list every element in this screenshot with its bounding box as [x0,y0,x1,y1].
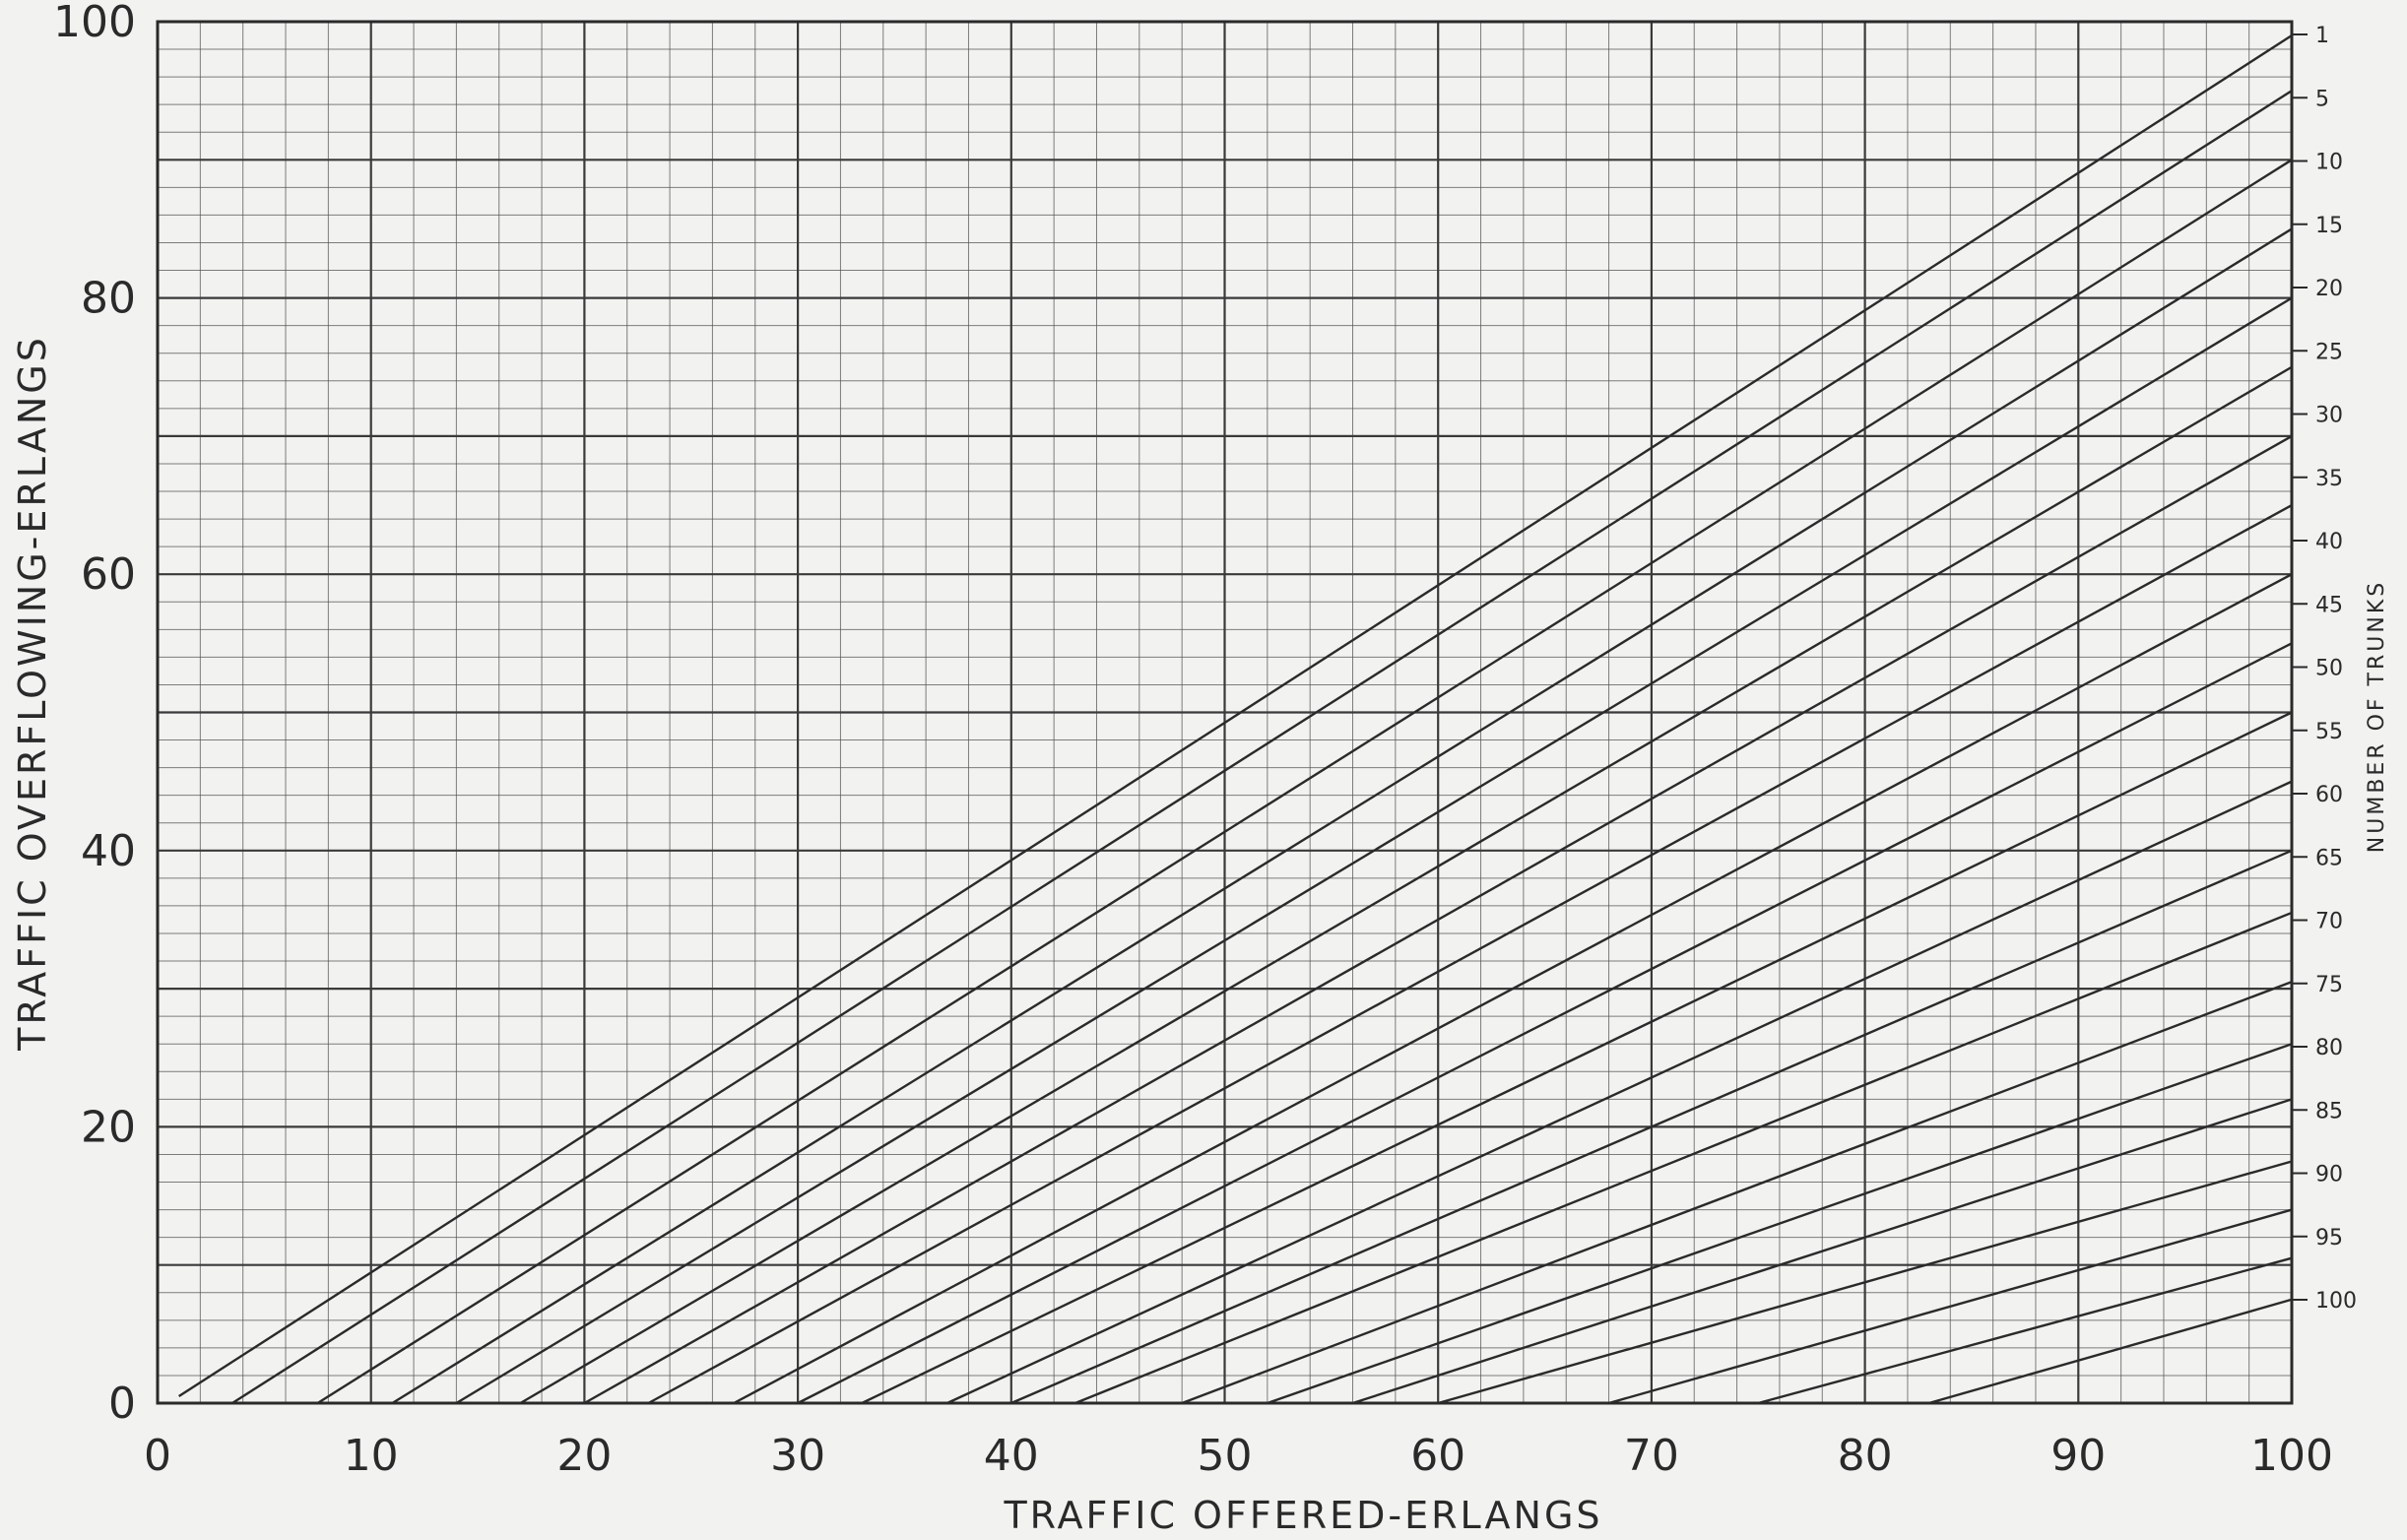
trunk-curve-30 [583,434,2293,1405]
trunk-tick-label: 85 [2315,1099,2343,1123]
trunk-tick-label: 25 [2315,340,2343,364]
trunk-curve-85 [1437,1160,2293,1405]
trunk-tick-label: 1 [2315,24,2329,48]
trunk-scale-label: NUMBER OF TRUNKS [2365,580,2389,853]
trunk-curve-20 [455,296,2293,1405]
trunk-scale-ticks: 1510152025303540455055606570758085909510… [2292,24,2357,1314]
trunk-tick-label: 40 [2315,530,2343,554]
x-tick-label: 70 [1624,1431,1679,1481]
trunk-tick-label: 45 [2315,593,2343,617]
trunk-tick-label: 80 [2315,1036,2343,1060]
x-axis-ticks: 0 10 20 30 40 50 60 70 80 90 100 [144,1431,2333,1481]
trunk-curve-70 [1181,980,2293,1405]
trunk-tick-label: 15 [2315,214,2343,238]
x-tick-label: 80 [1838,1431,1893,1481]
y-tick-label: 20 [81,1102,136,1152]
x-tick-label: 100 [2250,1431,2333,1481]
trunk-tick-label: 65 [2315,846,2343,870]
trunk-curve-60 [1010,849,2293,1405]
x-tick-label: 40 [984,1431,1039,1481]
y-tick-label: 60 [81,549,136,600]
x-tick-label: 50 [1198,1431,1253,1481]
trunk-tick-label: 70 [2315,910,2343,934]
trunk-curve-25 [519,365,2293,1405]
trunk-tick-label: 50 [2315,657,2343,681]
trunk-curve-80 [1352,1098,2293,1405]
trunk-curve-1 [178,34,2293,1397]
trunk-tick-label: 95 [2315,1226,2343,1251]
trunk-curve-10 [316,159,2293,1405]
trunk-curve-35 [647,503,2293,1405]
plot-frame [156,20,2294,1405]
trunk-tick-label: 60 [2315,783,2343,807]
trunk-tick-label: 35 [2315,467,2343,491]
trunk-curve-45 [797,642,2293,1405]
trunk-curve-15 [391,227,2293,1405]
trunk-curve-95 [1757,1256,2293,1405]
y-tick-label: 40 [81,826,136,876]
trunk-tick-label: 30 [2315,404,2343,428]
y-tick-label: 100 [53,0,136,47]
trunk-tick-label: 75 [2315,973,2343,997]
y-axis-ticks: 0 20 40 60 80 100 [53,0,136,1429]
y-tick-label: 80 [81,274,136,324]
x-tick-label: 10 [344,1431,399,1481]
trunk-tick-label: 10 [2315,151,2343,175]
trunk-tick-label: 100 [2315,1289,2357,1314]
x-axis-label: TRAFFIC OFFERED-ERLANGS [1003,1494,1602,1537]
trunk-tick-label: 55 [2315,720,2343,744]
trunk-curve-100 [1928,1298,2293,1405]
trunk-tick-label: 90 [2315,1163,2343,1187]
trunk-curves [178,34,2293,1405]
x-tick-label: 20 [556,1431,612,1481]
y-axis-label: TRAFFIC OVERFLOWING-ERLANGS [11,335,54,1052]
trunk-tick-label: 20 [2315,277,2343,301]
trunk-curve-75 [1267,1043,2293,1405]
x-tick-label: 30 [770,1431,825,1481]
x-tick-label: 90 [2050,1431,2106,1481]
trunk-curve-90 [1608,1208,2293,1405]
trunk-tick-label: 5 [2315,87,2329,111]
trunk-curve-50 [861,711,2293,1405]
x-tick-label: 0 [144,1431,171,1481]
trunk-curve-55 [946,780,2293,1405]
trunk-curve-65 [1074,911,2293,1405]
y-tick-label: 0 [108,1379,136,1429]
x-tick-label: 60 [1410,1431,1465,1481]
trunk-curve-40 [733,573,2293,1405]
trunk-curve-5 [231,90,2293,1405]
